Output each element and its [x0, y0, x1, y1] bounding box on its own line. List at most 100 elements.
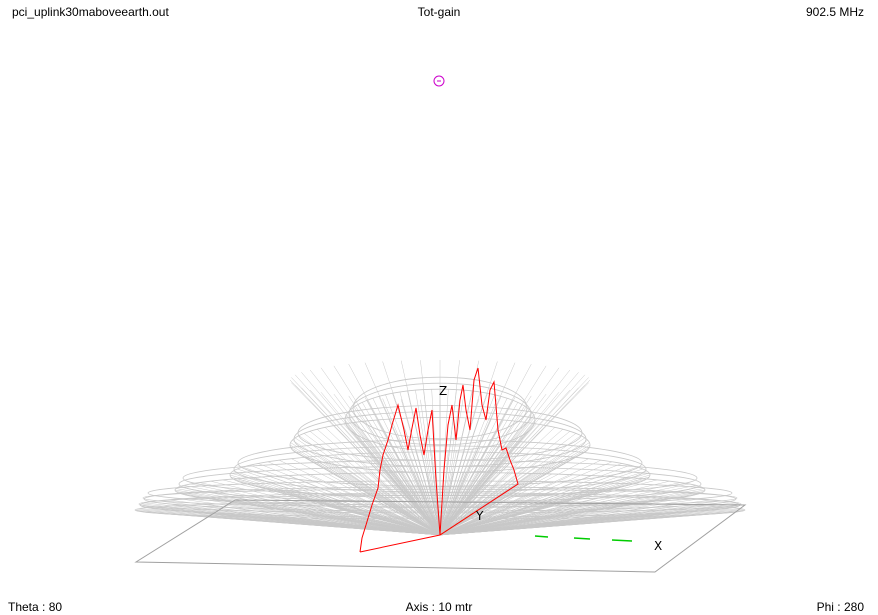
mesh-lobe — [333, 365, 441, 536]
mesh-spoke — [439, 453, 529, 536]
mesh-spoke — [439, 466, 638, 536]
mesh-spoke — [439, 488, 705, 536]
mesh-spoke — [361, 501, 441, 536]
z-axis-label: Z — [439, 384, 447, 398]
mesh-lobe — [301, 372, 441, 536]
mesh-spoke — [361, 402, 441, 536]
mesh-spoke — [439, 417, 535, 536]
mesh-lobe — [382, 398, 441, 536]
mesh-spoke — [335, 501, 441, 536]
mesh-spoke — [439, 508, 744, 536]
mesh-spoke — [243, 503, 441, 536]
mesh-lobe — [439, 360, 480, 536]
mesh-lobe — [439, 360, 460, 536]
mesh-spoke — [439, 429, 564, 536]
mesh-spoke — [416, 472, 441, 536]
mesh-spoke — [267, 494, 441, 536]
mesh-spoke — [175, 488, 441, 536]
mesh-spoke — [287, 502, 441, 536]
mesh-lobe — [400, 360, 441, 536]
mesh-spoke — [229, 474, 441, 536]
mesh-spoke — [290, 442, 441, 536]
x-axis-label: X — [654, 539, 662, 553]
mesh-spoke — [439, 459, 602, 536]
mesh-lobe — [420, 399, 441, 536]
mesh-spoke — [289, 444, 441, 536]
mesh-lobe — [439, 393, 547, 536]
ground-plane — [134, 499, 747, 573]
frequency-label: 902.5 MHz — [805, 5, 864, 19]
mesh-spoke — [287, 475, 441, 536]
mesh-lobe — [289, 379, 441, 536]
mesh-spoke — [206, 504, 441, 536]
mesh-lobe — [439, 398, 498, 536]
mesh-lobe — [439, 365, 547, 536]
pole-marker — [433, 75, 445, 87]
mesh-spoke — [423, 450, 441, 536]
mesh-lobe — [439, 385, 586, 536]
mesh-spoke — [439, 457, 576, 536]
mesh-spoke — [439, 478, 644, 536]
mesh-spoke — [439, 442, 590, 536]
mesh-spoke — [439, 402, 519, 536]
mesh-spoke — [439, 503, 739, 536]
mesh-lobe — [291, 377, 441, 536]
mesh-spoke — [439, 464, 631, 536]
mesh-lobe — [320, 367, 441, 536]
mesh-lobe — [439, 362, 516, 536]
mesh-spoke — [387, 492, 441, 536]
mesh-spoke — [334, 454, 441, 536]
mesh-lobe — [364, 362, 441, 536]
mesh-lobe — [439, 377, 589, 536]
mesh-spoke — [247, 495, 441, 536]
mesh-lobe — [400, 399, 441, 536]
mesh-spoke — [175, 505, 441, 536]
mesh-spoke — [298, 435, 441, 536]
elevation-cut-trace — [359, 367, 519, 553]
mesh-lobe — [439, 363, 532, 536]
mesh-spoke — [439, 398, 508, 536]
axis-scale-readout: Axis : 10 mtr — [405, 600, 473, 614]
mesh-spoke — [439, 483, 690, 536]
mesh-lobe — [382, 361, 441, 536]
mesh-spoke — [362, 493, 441, 536]
mesh-spoke — [439, 435, 582, 536]
mesh-spoke — [439, 458, 589, 536]
mesh-spoke — [345, 417, 441, 536]
mesh-spoke — [278, 459, 441, 536]
mesh-lobe — [348, 395, 441, 536]
mesh-spoke — [439, 500, 722, 536]
x-axis-dash — [573, 537, 591, 540]
mesh-spoke — [163, 506, 441, 536]
mesh-spoke — [439, 473, 553, 536]
mesh-spoke — [153, 506, 441, 536]
x-axis-dash — [534, 535, 549, 538]
mesh-lobe — [439, 395, 532, 536]
mesh-spoke — [265, 502, 441, 536]
mesh-spoke — [439, 486, 702, 536]
mesh-spoke — [230, 472, 441, 536]
mesh-lobe — [320, 392, 441, 536]
mesh-spoke — [439, 482, 681, 536]
file-name: pci_uplink30maboveearth.out — [12, 5, 169, 19]
mesh-spoke — [439, 433, 577, 536]
mesh-lobe — [439, 392, 560, 536]
mesh-lobe — [333, 393, 441, 536]
mesh-spoke — [439, 479, 658, 536]
mesh-spoke — [324, 427, 441, 536]
mesh-spoke — [439, 463, 622, 536]
mesh-spoke — [183, 485, 441, 536]
mesh-spoke — [190, 504, 441, 536]
mesh-spoke — [439, 431, 571, 536]
mesh-spoke — [224, 503, 441, 536]
mesh-spoke — [372, 398, 441, 536]
mesh-spoke — [385, 394, 441, 536]
mesh-spoke — [439, 498, 700, 536]
phi-readout: Phi : 280 — [816, 600, 864, 614]
mesh-spoke — [249, 464, 441, 536]
mesh-spoke — [439, 461, 613, 536]
mesh-spoke — [439, 485, 697, 536]
plot-title: Tot-gain — [417, 5, 461, 19]
mesh-lobe — [309, 369, 441, 536]
